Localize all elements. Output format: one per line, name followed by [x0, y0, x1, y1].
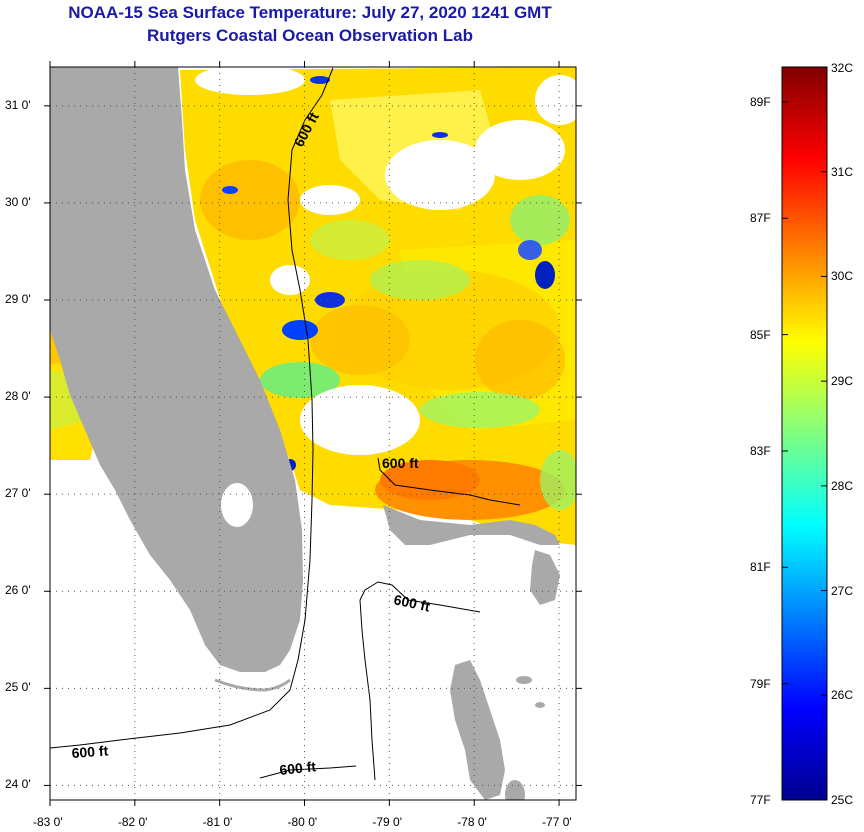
colorbar — [781, 66, 828, 801]
isobath-label: 600 ft — [71, 742, 109, 761]
colorbar-celsius-label: 28C — [831, 478, 854, 493]
map-frame — [49, 66, 577, 801]
y-tick-label: 25 0' — [5, 680, 31, 695]
colorbar-fahrenheit-label: 85F — [750, 327, 771, 342]
x-tick-label: -83 0' — [33, 815, 63, 829]
colorbar-celsius-label: 31C — [831, 164, 854, 179]
colorbar-celsius-label: 27C — [831, 583, 854, 598]
isobath-600ft — [50, 67, 521, 781]
map-title: NOAA-15 Sea Surface Temperature: July 27… — [68, 3, 552, 22]
x-tick-label: -80 0' — [287, 815, 318, 829]
x-tick-label: -81 0' — [202, 815, 233, 829]
isobath-label: 600 ft — [392, 591, 431, 614]
isobath-label: 600 ft — [382, 455, 419, 471]
y-tick-label: 27 0' — [5, 486, 31, 501]
y-tick-label: 29 0' — [5, 292, 31, 306]
x-tick-label: -77 0' — [542, 815, 572, 829]
colorbar-fahrenheit-label: 87F — [750, 211, 771, 226]
x-tick-label: -79 0' — [372, 815, 402, 829]
x-tick-label: -78 0' — [457, 815, 487, 829]
y-tick-label: 30 0' — [5, 194, 31, 209]
colorbar-fahrenheit-label: 79F — [750, 676, 771, 691]
colorbar-celsius-label: 25C — [831, 793, 854, 807]
y-tick-label: 31 0' — [5, 97, 31, 112]
map-subtitle: Rutgers Coastal Ocean Observation Lab — [147, 26, 473, 45]
colorbar-fahrenheit-label: 89F — [750, 94, 771, 109]
colorbar-ticks — [782, 66, 827, 801]
y-tick-label: 26 0' — [5, 583, 31, 598]
isobath-label: 600 ft — [279, 758, 317, 778]
colorbar-celsius-label: 30C — [831, 269, 854, 284]
colorbar-celsius-label: 29C — [831, 374, 854, 389]
sst-data-layer — [50, 67, 576, 545]
y-tick-label: 28 0' — [5, 389, 31, 404]
colorbar-celsius-label: 32C — [831, 61, 854, 75]
colorbar-fahrenheit-label: 83F — [750, 443, 771, 458]
landmass — [50, 67, 560, 800]
colorbar-celsius-label: 26C — [831, 688, 854, 703]
axis-ticks — [44, 61, 582, 806]
y-tick-label: 24 0' — [5, 777, 31, 792]
colorbar-fahrenheit-label: 81F — [750, 560, 771, 575]
x-tick-label: -82 0' — [117, 815, 148, 829]
colorbar-fahrenheit-label: 77F — [750, 793, 771, 807]
